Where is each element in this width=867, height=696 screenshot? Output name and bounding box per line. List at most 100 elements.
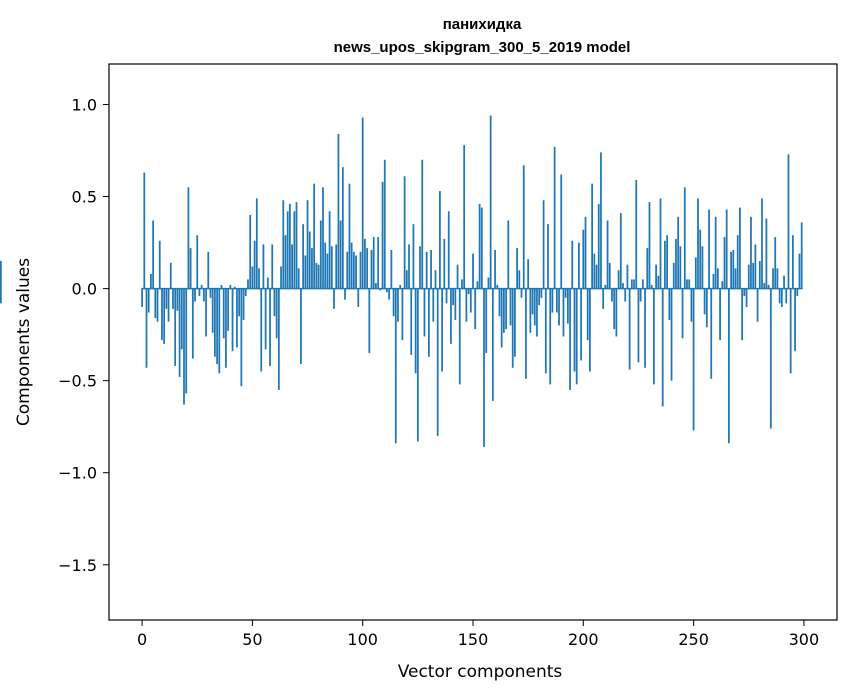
- bar: [372, 237, 375, 289]
- y-tick-label: −1.5: [58, 556, 97, 575]
- y-tick-label: 0.5: [72, 188, 97, 207]
- bar: [439, 191, 441, 289]
- bar: [653, 288, 655, 385]
- bar: [322, 187, 324, 289]
- bar: [379, 288, 382, 291]
- x-axis-label: Vector components: [398, 662, 563, 682]
- bar: [533, 288, 536, 326]
- bar: [644, 288, 646, 368]
- bar: [752, 262, 755, 289]
- bar: [308, 231, 311, 289]
- bar: [289, 203, 291, 289]
- bar: [392, 288, 395, 317]
- bar: [454, 288, 457, 320]
- bar: [626, 264, 629, 289]
- bar: [410, 288, 413, 355]
- bar: [509, 288, 512, 326]
- bar: [359, 251, 362, 289]
- bar: [306, 200, 309, 289]
- bar: [683, 187, 686, 289]
- bar: [496, 284, 499, 289]
- bar: [348, 183, 351, 289]
- bar: [578, 242, 580, 289]
- bar: [776, 268, 779, 289]
- bar: [664, 240, 666, 289]
- bar: [196, 235, 199, 289]
- bar: [189, 248, 192, 289]
- bar: [659, 198, 662, 289]
- bar: [697, 198, 699, 289]
- bar: [761, 198, 763, 289]
- bar: [573, 288, 576, 372]
- bar: [558, 288, 560, 326]
- bar: [569, 288, 571, 390]
- bar: [613, 288, 616, 330]
- bar: [456, 264, 459, 289]
- bar: [275, 288, 278, 339]
- bar: [619, 213, 622, 289]
- bar: [480, 207, 483, 289]
- bar: [0, 260, 2, 289]
- bar: [326, 253, 329, 289]
- bar: [511, 288, 514, 368]
- bar: [443, 238, 446, 289]
- bar: [434, 270, 437, 289]
- bar: [377, 237, 380, 289]
- bar: [589, 288, 591, 372]
- bar: [284, 235, 287, 289]
- bar: [304, 255, 307, 289]
- bar: [436, 288, 439, 436]
- bar: [655, 264, 657, 289]
- bar: [156, 288, 159, 322]
- bar: [414, 288, 417, 374]
- bar: [661, 288, 664, 407]
- bar: [677, 216, 680, 289]
- bar: [538, 288, 541, 306]
- bar: [507, 220, 510, 289]
- bar: [240, 288, 243, 387]
- bar: [566, 288, 569, 324]
- bar: [452, 288, 455, 306]
- bar: [147, 288, 150, 313]
- bar: [209, 288, 212, 298]
- bar: [207, 251, 210, 289]
- bar: [516, 248, 518, 289]
- bar: [688, 279, 691, 289]
- bar: [231, 288, 234, 352]
- bar: [602, 288, 605, 309]
- bar: [339, 220, 342, 289]
- bar: [728, 288, 730, 444]
- bar: [650, 284, 653, 289]
- bar: [564, 288, 567, 298]
- bar: [498, 288, 501, 317]
- bar: [690, 288, 693, 322]
- bar: [154, 288, 157, 319]
- bar: [244, 288, 247, 296]
- bar: [383, 159, 386, 289]
- bar: [483, 288, 485, 447]
- bar: [783, 275, 785, 289]
- bar: [355, 255, 357, 289]
- bar: [187, 187, 190, 289]
- bar: [670, 288, 673, 381]
- bar: [705, 288, 708, 328]
- bar: [350, 242, 353, 289]
- bar: [469, 288, 472, 313]
- bar: [330, 246, 333, 289]
- chart-subtitle: news_upos_skipgram_300_5_2019 model: [334, 39, 631, 56]
- bar: [600, 152, 602, 289]
- bar: [214, 288, 216, 357]
- bar: [150, 273, 152, 289]
- bar: [403, 176, 406, 289]
- bar: [295, 202, 298, 289]
- bar: [176, 288, 179, 311]
- bar: [657, 275, 660, 289]
- bar: [518, 270, 521, 289]
- bar: [725, 209, 728, 289]
- bar: [361, 117, 364, 289]
- y-axis-label: Components values: [14, 258, 34, 426]
- bar: [262, 244, 265, 289]
- bar: [269, 288, 271, 366]
- bar: [458, 288, 461, 385]
- bar: [337, 133, 340, 289]
